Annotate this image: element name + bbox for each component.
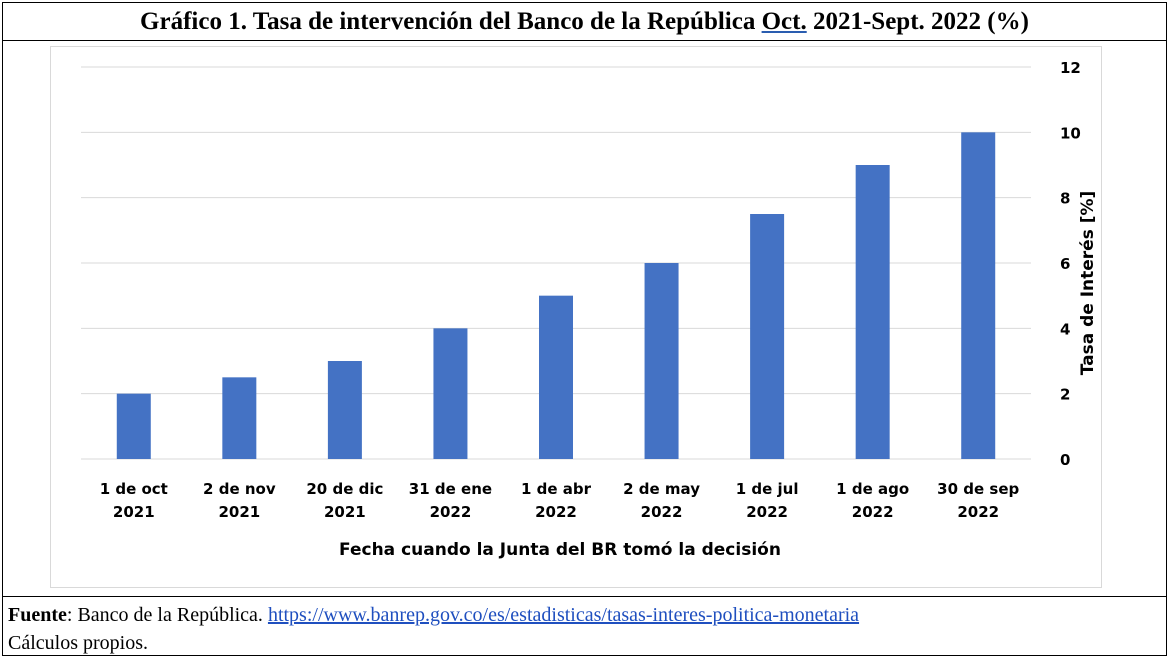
- chart-area: 0 2 4 6 8 10 12 1 de oct 2021 2 de nov 2021 20 de …: [50, 46, 1102, 588]
- source-label: Fuente: [8, 604, 67, 626]
- bar: [961, 132, 996, 459]
- x-tick-label: 20 de dic: [306, 480, 383, 498]
- x-tick-label: 2021: [113, 503, 155, 521]
- bar: [855, 165, 890, 459]
- x-tick-label: 2 de may: [623, 480, 700, 498]
- y-tick-label: 8: [1060, 190, 1070, 208]
- y-tick-label: 4: [1060, 320, 1070, 338]
- x-tick-label: 2021: [324, 503, 366, 521]
- x-tick-label: 2022: [746, 503, 788, 521]
- bar: [644, 263, 679, 459]
- source-line-1: Fuente: Banco de la República. https://w…: [8, 601, 1166, 629]
- y-tick-label: 12: [1060, 59, 1081, 77]
- x-tick-label: 30 de sep: [937, 480, 1019, 498]
- y-tick-label: 6: [1060, 255, 1070, 273]
- x-tick-label: 1 de ago: [836, 480, 909, 498]
- y-tick-label: 0: [1060, 451, 1070, 469]
- bar: [750, 214, 785, 459]
- x-tick-label: 2022: [641, 503, 683, 521]
- y-tick-label: 2: [1060, 386, 1070, 404]
- bar: [222, 377, 257, 459]
- y-axis-label: Tasa de Interés [%]: [1078, 191, 1098, 376]
- bar: [539, 295, 573, 459]
- x-tick-label: 1 de abr: [521, 480, 592, 498]
- title-text-1: Gráfico 1. Tasa de intervención del Banc…: [140, 8, 762, 35]
- source-note: Fuente: Banco de la República. https://w…: [3, 596, 1166, 657]
- x-tick-label: 2022: [957, 503, 999, 521]
- y-tick-label: 10: [1060, 124, 1081, 142]
- source-link[interactable]: https://www.banrep.gov.co/es/estadistica…: [267, 604, 860, 626]
- source-text: : Banco de la República.: [66, 604, 268, 626]
- chart-title: Gráfico 1. Tasa de intervención del Banc…: [3, 3, 1166, 41]
- bar-chart: 0 2 4 6 8 10 12 1 de oct 2021 2 de nov 2021 20 de …: [81, 59, 1098, 560]
- bar: [433, 328, 468, 459]
- x-tick-label: 1 de oct: [100, 480, 168, 498]
- x-tick-label: 1 de jul: [736, 480, 799, 498]
- title-text-underlined: Oct.: [761, 8, 807, 35]
- x-tick-label: 2022: [852, 503, 894, 521]
- title-text-2: 2021-Sept. 2022 (%): [806, 8, 1029, 35]
- x-tick-label: 2022: [430, 503, 472, 521]
- x-tick-label: 31 de ene: [409, 480, 492, 498]
- x-tick-label: 2021: [218, 503, 260, 521]
- bar: [327, 361, 362, 459]
- bar: [116, 393, 151, 459]
- x-tick-label: 2 de nov: [203, 480, 276, 498]
- x-tick-label: 2022: [535, 503, 577, 521]
- source-line-2: Cálculos propios.: [8, 632, 148, 654]
- x-axis-label: Fecha cuando la Junta del BR tomó la dec…: [339, 540, 781, 560]
